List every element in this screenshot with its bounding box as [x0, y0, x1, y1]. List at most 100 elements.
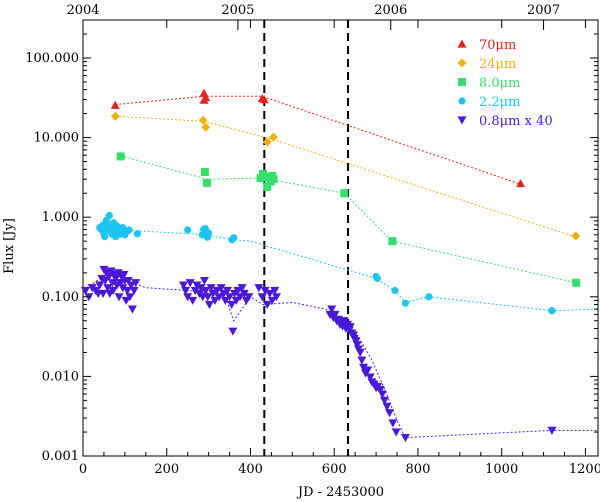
data-point — [110, 111, 120, 121]
data-point — [345, 323, 355, 332]
data-point — [121, 296, 131, 305]
data-point — [129, 286, 139, 295]
data-point — [110, 100, 120, 109]
legend: 70μm 24μm 8.0μm 2.2μm 0.8μm x 40 — [457, 38, 553, 129]
series-trend-line — [115, 115, 574, 237]
data-point — [572, 278, 581, 287]
data-point — [181, 286, 191, 295]
data-point — [256, 174, 265, 183]
series-group — [81, 265, 598, 443]
data-point — [548, 307, 556, 315]
legend-marker — [458, 97, 466, 105]
series-group — [110, 111, 581, 241]
data-point — [391, 286, 399, 295]
data-point — [373, 274, 381, 283]
data-point — [357, 356, 367, 365]
data-point — [401, 299, 409, 307]
data-point — [237, 284, 247, 293]
data-point — [355, 348, 365, 357]
data-point — [100, 276, 110, 286]
legend-marker — [457, 116, 467, 125]
data-point — [216, 284, 226, 293]
data-point — [228, 327, 238, 336]
data-point — [254, 284, 264, 293]
x-tick-label: 400 — [238, 462, 263, 477]
data-series — [81, 88, 599, 443]
data-point — [270, 286, 280, 295]
y-tick-label: 0.100 — [42, 290, 79, 305]
data-point — [384, 409, 394, 418]
data-point — [352, 341, 362, 350]
data-point — [365, 373, 375, 382]
data-point — [212, 286, 222, 295]
data-point — [185, 279, 195, 288]
data-point — [103, 284, 113, 293]
y-axis-title: Flux [Jy] — [2, 218, 17, 274]
data-point — [425, 293, 433, 301]
data-point — [571, 231, 581, 241]
data-point — [133, 230, 142, 238]
data-point — [198, 115, 208, 125]
data-point — [125, 293, 135, 302]
year-tick-label: 2006 — [374, 3, 407, 18]
data-point — [131, 279, 141, 288]
data-point — [201, 122, 211, 132]
data-point — [122, 286, 132, 295]
axes: 0 200 400 600 800 1000 1200 0.001 0.010 0.100 1.00… — [25, 3, 600, 477]
data-point — [118, 284, 128, 293]
data-point — [363, 366, 373, 375]
data-point — [81, 286, 91, 295]
data-point — [199, 276, 209, 286]
data-point — [201, 286, 211, 295]
data-point — [114, 293, 124, 302]
data-point — [375, 386, 385, 395]
data-point — [196, 284, 206, 293]
data-point — [126, 281, 136, 290]
data-point — [269, 175, 278, 184]
data-point — [340, 189, 349, 198]
data-point — [400, 434, 410, 443]
x-tick-label: 1000 — [485, 462, 518, 477]
data-point — [98, 289, 108, 298]
data-point — [244, 293, 254, 302]
data-point — [210, 296, 220, 305]
data-point — [233, 286, 243, 295]
y-tick-label: 0.001 — [42, 449, 79, 464]
data-point — [259, 95, 269, 104]
data-point — [178, 281, 188, 290]
data-point — [127, 305, 137, 314]
x-tick-label: 800 — [406, 462, 431, 477]
data-point — [260, 286, 270, 295]
y-tick-label: 1.000 — [42, 210, 79, 225]
y-tick-label: 0.010 — [42, 369, 79, 384]
data-point — [388, 419, 398, 428]
x-tick-label: 200 — [154, 462, 179, 477]
series-group — [96, 211, 599, 315]
data-point — [227, 300, 237, 310]
data-point — [184, 226, 192, 234]
data-point — [391, 428, 401, 437]
data-point — [327, 305, 337, 314]
data-point — [188, 296, 198, 305]
data-point — [379, 396, 389, 405]
series-group — [116, 152, 581, 287]
plot-frame — [82, 19, 599, 457]
data-point — [202, 178, 211, 187]
data-point — [231, 296, 241, 305]
data-point — [230, 234, 238, 242]
data-point — [271, 293, 281, 302]
legend-label: 0.8μm x 40 — [479, 114, 553, 129]
data-point — [183, 293, 193, 302]
x-tick-label: 1200 — [569, 462, 600, 477]
data-point — [262, 137, 272, 147]
data-point — [214, 293, 224, 302]
data-point — [107, 279, 117, 288]
data-point — [111, 274, 121, 283]
data-point — [125, 226, 133, 234]
data-point — [261, 172, 270, 181]
legend-label: 24μm — [479, 57, 516, 72]
series-trend-line — [99, 228, 599, 312]
legend-marker — [457, 58, 467, 68]
data-point — [200, 167, 209, 176]
